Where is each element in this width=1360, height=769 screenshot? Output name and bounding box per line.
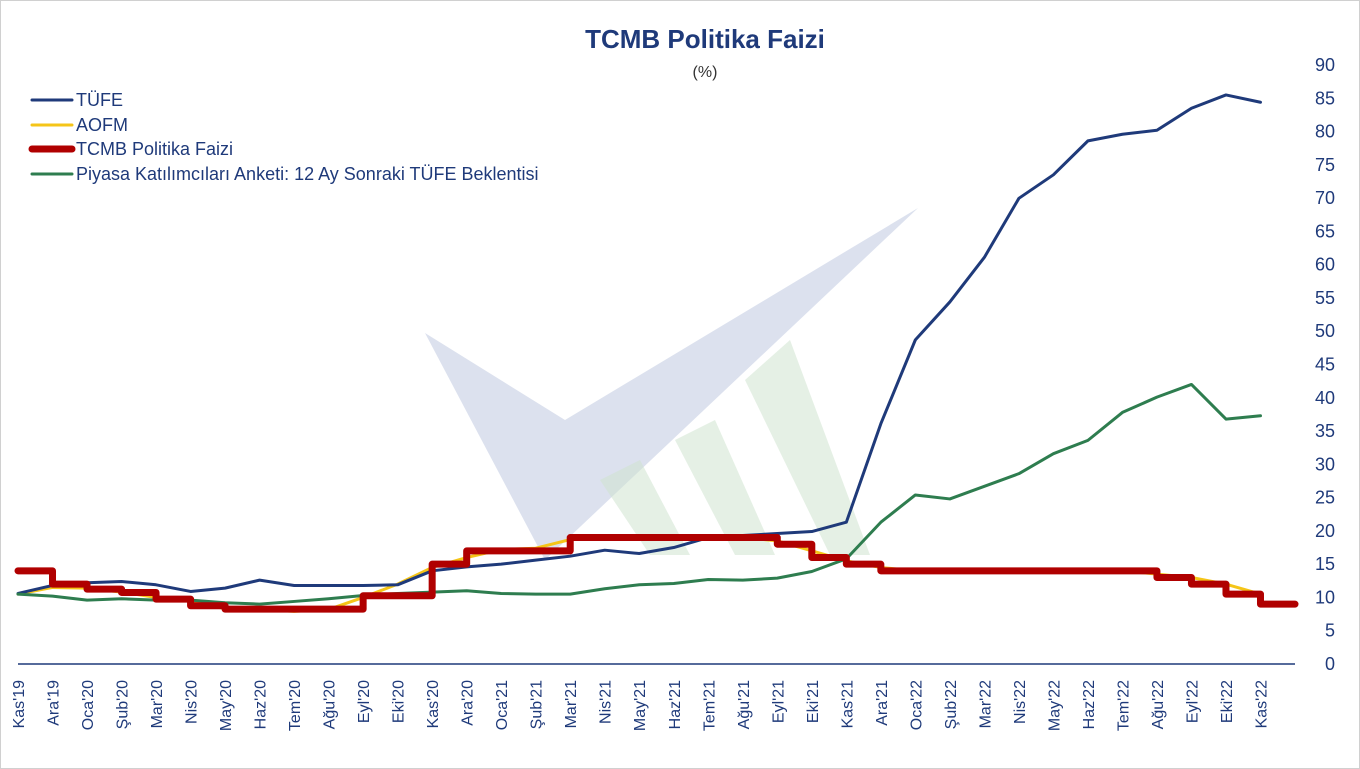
y-tick-label: 85 bbox=[1315, 88, 1335, 108]
x-tick-label: Eyl'21 bbox=[770, 680, 787, 723]
y-tick-label: 75 bbox=[1315, 155, 1335, 175]
y-axis: 0 5 10 15 20 25 30 35 40 45 50 55 60 65 70 75 80 85 90 bbox=[1315, 55, 1335, 674]
x-tick-label: Ağu'22 bbox=[1150, 680, 1167, 729]
logo-stripe bbox=[600, 460, 690, 555]
x-tick-label: Oca'21 bbox=[494, 680, 511, 730]
y-tick-label: 15 bbox=[1315, 554, 1335, 574]
x-tick-label: Kas'20 bbox=[425, 680, 442, 729]
x-tick-label: Ara'21 bbox=[874, 680, 891, 726]
x-tick-label: Mar'21 bbox=[563, 680, 580, 729]
y-tick-label: 40 bbox=[1315, 388, 1335, 408]
x-tick-label: May'20 bbox=[218, 680, 235, 731]
x-tick-label: Ağu'21 bbox=[736, 680, 753, 729]
x-tick-label: Nis'21 bbox=[598, 680, 615, 724]
x-tick-label: Şub'21 bbox=[529, 680, 546, 729]
x-tick-label: Ara'20 bbox=[460, 680, 477, 726]
legend: TÜFE AOFM TCMB Politika Faizi Piyasa Katılı… bbox=[28, 90, 539, 184]
x-tick-label: Haz'20 bbox=[253, 680, 270, 729]
x-tick-label: Haz'21 bbox=[667, 680, 684, 729]
x-tick-label: Mar'20 bbox=[149, 680, 166, 729]
x-tick-label: Eki'21 bbox=[805, 680, 822, 723]
x-tick-label: Ağu'20 bbox=[322, 680, 339, 729]
logo-stripe bbox=[675, 420, 775, 555]
legend-label: AOFM bbox=[76, 115, 128, 135]
x-tick-label: Eki'22 bbox=[1219, 680, 1236, 723]
x-tick-label: Kas'19 bbox=[11, 680, 28, 729]
y-tick-label: 55 bbox=[1315, 288, 1335, 308]
y-tick-label: 80 bbox=[1315, 122, 1335, 142]
logo-stripe bbox=[745, 340, 870, 555]
y-tick-label: 10 bbox=[1315, 587, 1335, 607]
x-tick-label: Ara'19 bbox=[46, 680, 63, 726]
x-tick-label: Kas'22 bbox=[1253, 680, 1270, 729]
x-tick-label: Oca'22 bbox=[908, 680, 925, 730]
y-tick-label: 60 bbox=[1315, 255, 1335, 275]
x-tick-label: Oca'20 bbox=[80, 680, 97, 730]
x-tick-label: Şub'20 bbox=[115, 680, 132, 729]
legend-label: TÜFE bbox=[76, 90, 123, 110]
x-tick-label: Nis'22 bbox=[1012, 680, 1029, 724]
logo-watermark bbox=[425, 208, 918, 560]
x-tick-label: May'21 bbox=[632, 680, 649, 731]
y-tick-label: 70 bbox=[1315, 188, 1335, 208]
chart-title: TCMB Politika Faizi bbox=[585, 24, 825, 54]
x-tick-label: Şub'22 bbox=[943, 680, 960, 729]
plot-area bbox=[14, 93, 1299, 613]
legend-label: TCMB Politika Faizi bbox=[76, 139, 233, 159]
x-tick-label: Kas'21 bbox=[839, 680, 856, 729]
x-tick-label: Tem'21 bbox=[701, 680, 718, 731]
y-tick-label: 25 bbox=[1315, 488, 1335, 508]
y-tick-label: 0 bbox=[1325, 654, 1335, 674]
y-tick-label: 65 bbox=[1315, 221, 1335, 241]
x-tick-label: May'22 bbox=[1046, 680, 1063, 731]
x-tick-label: Eki'20 bbox=[391, 680, 408, 723]
x-tick-label: Mar'22 bbox=[977, 680, 994, 729]
x-axis: Kas'19 Ara'19 Oca'20 Şub'20 Mar'20 Nis'20 May'… bbox=[11, 680, 1270, 731]
x-tick-label: Nis'20 bbox=[184, 680, 201, 724]
y-tick-label: 5 bbox=[1325, 621, 1335, 641]
y-tick-label: 20 bbox=[1315, 521, 1335, 541]
y-tick-label: 50 bbox=[1315, 321, 1335, 341]
x-tick-label: Tem'22 bbox=[1115, 680, 1132, 731]
series-line-2 bbox=[14, 534, 1299, 613]
y-tick-label: 35 bbox=[1315, 421, 1335, 441]
chart-subtitle: (%) bbox=[693, 64, 718, 81]
y-tick-label: 45 bbox=[1315, 355, 1335, 375]
logo-checkmark bbox=[425, 208, 918, 560]
x-tick-label: Tem'20 bbox=[287, 680, 304, 731]
legend-label: Piyasa Katılımcıları Anketi: 12 Ay Sonra… bbox=[76, 164, 539, 184]
x-tick-label: Eyl'22 bbox=[1184, 680, 1201, 723]
y-tick-label: 30 bbox=[1315, 454, 1335, 474]
y-tick-label: 90 bbox=[1315, 55, 1335, 75]
x-tick-label: Haz'22 bbox=[1081, 680, 1098, 729]
x-tick-label: Eyl'20 bbox=[356, 680, 373, 723]
